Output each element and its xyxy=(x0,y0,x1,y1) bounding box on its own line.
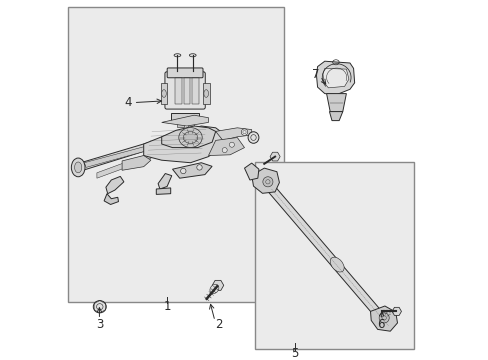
Ellipse shape xyxy=(75,162,81,173)
Bar xyxy=(188,121,194,127)
Polygon shape xyxy=(212,280,224,291)
Polygon shape xyxy=(208,138,244,156)
Ellipse shape xyxy=(209,284,218,294)
Ellipse shape xyxy=(189,54,196,57)
Text: 4: 4 xyxy=(124,96,132,109)
Ellipse shape xyxy=(241,129,247,135)
Polygon shape xyxy=(251,168,279,193)
Bar xyxy=(171,113,199,121)
Polygon shape xyxy=(77,139,162,171)
Polygon shape xyxy=(122,156,151,170)
Polygon shape xyxy=(162,115,208,126)
Polygon shape xyxy=(268,186,391,329)
Ellipse shape xyxy=(162,90,166,97)
Ellipse shape xyxy=(222,148,227,153)
Ellipse shape xyxy=(93,301,106,313)
Polygon shape xyxy=(106,176,123,194)
Polygon shape xyxy=(104,194,118,204)
Text: 5: 5 xyxy=(291,347,298,360)
Ellipse shape xyxy=(247,132,258,143)
Polygon shape xyxy=(162,126,215,148)
Polygon shape xyxy=(84,143,158,167)
Bar xyxy=(68,7,284,302)
Polygon shape xyxy=(156,188,170,194)
Bar xyxy=(203,83,209,104)
Polygon shape xyxy=(143,126,223,163)
Polygon shape xyxy=(244,163,258,180)
FancyBboxPatch shape xyxy=(164,72,205,109)
Text: 3: 3 xyxy=(96,318,103,330)
Polygon shape xyxy=(322,68,348,88)
Polygon shape xyxy=(326,94,346,112)
Bar xyxy=(255,162,413,349)
Bar xyxy=(175,78,182,104)
Text: 2: 2 xyxy=(214,318,222,330)
Polygon shape xyxy=(316,61,354,94)
Ellipse shape xyxy=(229,142,234,147)
Polygon shape xyxy=(215,128,251,140)
Ellipse shape xyxy=(174,54,181,57)
Ellipse shape xyxy=(203,90,208,97)
Polygon shape xyxy=(172,163,212,178)
Ellipse shape xyxy=(263,177,272,187)
Text: 7: 7 xyxy=(311,68,319,81)
Ellipse shape xyxy=(378,313,388,323)
Polygon shape xyxy=(97,153,151,178)
Bar xyxy=(191,78,198,104)
Bar xyxy=(177,121,183,127)
Polygon shape xyxy=(391,307,401,315)
Ellipse shape xyxy=(179,128,202,148)
Ellipse shape xyxy=(183,132,197,143)
FancyBboxPatch shape xyxy=(167,68,203,78)
Polygon shape xyxy=(269,152,280,161)
Ellipse shape xyxy=(180,168,185,174)
Polygon shape xyxy=(370,306,397,331)
Polygon shape xyxy=(158,174,171,189)
Bar xyxy=(183,78,190,104)
Text: 1: 1 xyxy=(163,300,170,313)
Ellipse shape xyxy=(196,165,202,170)
Bar xyxy=(160,83,167,104)
Ellipse shape xyxy=(71,158,85,177)
Text: 6: 6 xyxy=(377,318,384,330)
Ellipse shape xyxy=(329,257,344,272)
Polygon shape xyxy=(329,112,342,121)
